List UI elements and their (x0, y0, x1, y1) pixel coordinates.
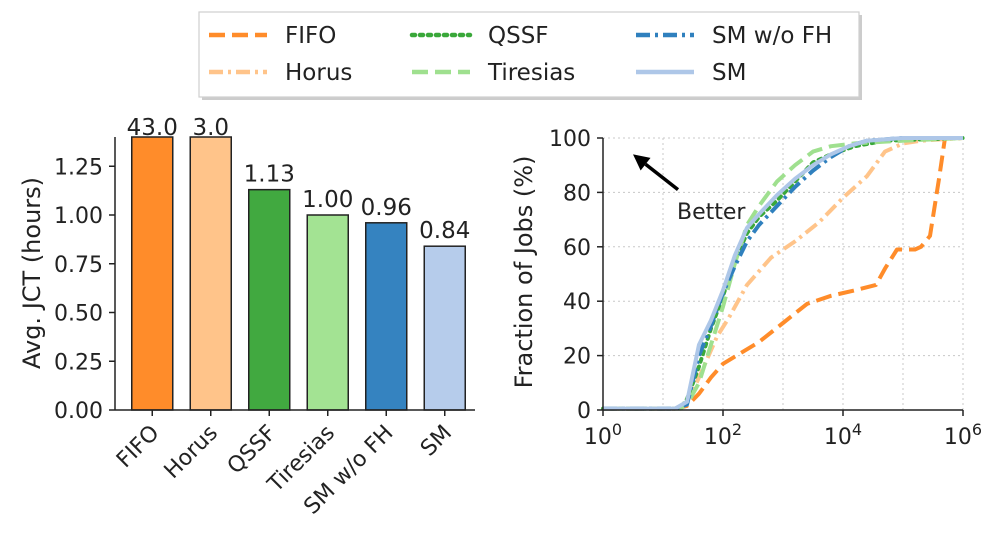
legend-frame (198, 11, 860, 98)
cdf-x-tick-label: 100 (584, 420, 622, 450)
legend-label-fifo: FIFO (285, 23, 336, 49)
cdf-x-tick-label: 104 (824, 420, 862, 450)
legend-items: FIFO Horus QSSF Tiresias SM w/o FH SM (209, 23, 832, 86)
bar-value-label-qssf: 1.13 (244, 162, 295, 188)
bar-y-tick-label: 1.25 (54, 155, 103, 180)
bar-y-ticks: 0.00 0.25 0.50 0.75 1.00 1.25 (54, 155, 115, 424)
better-arrow (644, 162, 680, 192)
cdf-y-tick-label: 100 (549, 127, 591, 152)
bar-y-tick-label: 0.50 (54, 302, 103, 327)
bar-y-tick-label: 0.75 (54, 253, 103, 278)
cdf-y-tick-label: 40 (563, 290, 591, 315)
bar-y-tick-label: 0.25 (54, 350, 103, 375)
bar-x-tick-label-sm: SM (416, 421, 457, 462)
bar-fifo (131, 136, 174, 411)
cdf-line-sm (603, 136, 963, 411)
legend: FIFO Horus QSSF Tiresias SM w/o FH SM (198, 11, 862, 100)
cdf-x-tick-label: 102 (704, 420, 742, 450)
bar-horus (189, 136, 232, 411)
bar-x-tick-label-fifo: FIFO (112, 421, 164, 473)
bar-x-tick-label-horus: Horus (160, 421, 223, 484)
bar-value-label-horus: 3.0 (192, 115, 229, 141)
cdf-x-tick-label: 106 (944, 420, 982, 450)
bar-value-label-sm: 0.84 (419, 218, 470, 244)
bar-tiresias (306, 214, 349, 411)
legend-label-sm-w-o-fh: SM w/o FH (712, 23, 832, 49)
cdf-x-ticks: 100 102 104 106 (584, 410, 982, 450)
legend-label-tiresias: Tiresias (487, 60, 575, 86)
bar-chart: 0.00 0.25 0.50 0.75 1.00 1.25 43.0 3.0 1.13 1.00… (18, 115, 475, 520)
better-annotation: Better (633, 154, 746, 225)
legend-label-horus: Horus (285, 60, 352, 86)
bar-y-tick-label: 0.00 (54, 399, 103, 424)
cdf-chart: 0 20 40 60 80 100 100 102 104 106 Fraction of Jo… (510, 127, 982, 450)
cdf-y-ticks: 0 20 40 60 80 100 (549, 127, 603, 424)
bar-sm (423, 245, 466, 411)
bar-y-tick-label: 1.00 (54, 204, 103, 229)
bar-value-label-tiresias: 1.00 (302, 187, 353, 213)
cdf-series (601, 136, 965, 411)
cdf-y-tick-label: 60 (563, 236, 591, 261)
bar-value-label-sm-w-o-fh: 0.96 (361, 195, 412, 221)
cdf-line-fifo (603, 136, 963, 411)
bar-sm-w-o-fh (365, 222, 408, 411)
bar-value-label-fifo: 43.0 (127, 115, 178, 141)
better-arrowhead (633, 154, 651, 171)
bar-qssf (248, 188, 291, 411)
bar-series: 43.0 3.0 1.13 1.00 0.96 0.84 (127, 115, 470, 411)
cdf-y-tick-label: 20 (563, 345, 591, 370)
cdf-y-axis-label: Fraction of Jobs (%) (510, 156, 538, 389)
bar-y-axis-label: Avg. JCT (hours) (18, 177, 46, 369)
legend-label-sm: SM (712, 60, 746, 86)
better-label: Better (677, 200, 746, 225)
cdf-line-tiresias (603, 136, 964, 411)
cdf-y-tick-label: 80 (563, 181, 591, 206)
cdf-y-tick-label: 0 (577, 399, 591, 424)
legend-label-qssf: QSSF (488, 23, 549, 49)
cdf-grid (603, 137, 964, 411)
